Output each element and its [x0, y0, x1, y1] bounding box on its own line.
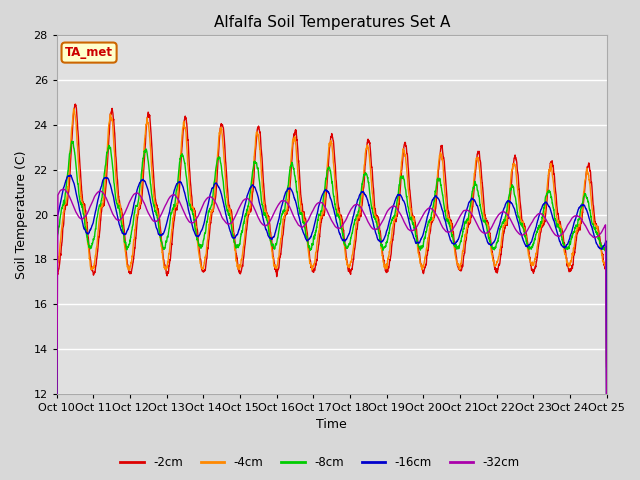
Title: Alfalfa Soil Temperatures Set A: Alfalfa Soil Temperatures Set A	[214, 15, 450, 30]
Y-axis label: Soil Temperature (C): Soil Temperature (C)	[15, 150, 28, 279]
Legend: -2cm, -4cm, -8cm, -16cm, -32cm: -2cm, -4cm, -8cm, -16cm, -32cm	[115, 452, 525, 474]
X-axis label: Time: Time	[316, 419, 347, 432]
Text: TA_met: TA_met	[65, 46, 113, 59]
